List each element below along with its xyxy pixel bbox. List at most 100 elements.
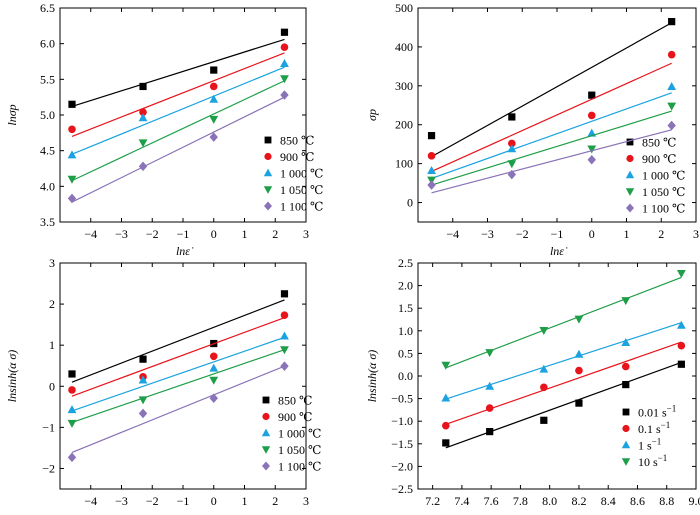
data-point [209, 116, 218, 124]
x-tick-label: −3 [115, 494, 128, 508]
series-4 [441, 270, 685, 370]
data-point [507, 160, 516, 168]
data-point [486, 404, 494, 412]
x-tick-label: −2 [516, 227, 529, 241]
y-tick-label: 400 [395, 40, 413, 54]
fit-line [72, 318, 284, 396]
y-tick-label: 4.0 [40, 179, 55, 193]
data-point [540, 417, 547, 424]
series-3 [68, 59, 289, 158]
x-tick-label: 1 [242, 494, 248, 508]
x-tick-label: 3 [693, 227, 699, 241]
legend-label: 850 ℃ [280, 134, 314, 148]
y-axis-label: σp [365, 109, 379, 121]
data-point [209, 377, 218, 385]
data-point [575, 400, 582, 407]
x-tick-label: 0 [211, 227, 217, 241]
y-tick-label: 300 [395, 79, 413, 93]
y-tick-label: 1 [49, 338, 55, 352]
x-tick-label: 7.2 [425, 494, 440, 508]
y-tick-label: −2.5 [391, 482, 413, 496]
legend-label: 1 050 ℃ [280, 183, 323, 197]
x-tick-label: −4 [446, 227, 459, 241]
x-tick-label: −4 [84, 227, 97, 241]
y-axis-label: lnsinh(α σ) [365, 350, 379, 403]
y-tick-label: 3 [49, 256, 55, 270]
data-point [210, 393, 218, 403]
data-point [442, 422, 450, 430]
data-point [621, 297, 630, 305]
data-point [139, 409, 147, 419]
data-point [280, 332, 289, 340]
fit-line [72, 81, 284, 181]
x-tick-label: 2 [272, 494, 278, 508]
y-tick-label: 0.5 [398, 346, 413, 360]
data-point [281, 290, 288, 297]
data-point [588, 112, 596, 120]
data-point [209, 364, 218, 372]
legend-label-superscript: −1 [667, 404, 677, 414]
y-tick-label: 6.0 [40, 37, 55, 51]
legend-marker [626, 171, 634, 179]
legend-marker [262, 461, 270, 470]
legend-label: 1 000 ℃ [642, 169, 685, 183]
data-point [428, 132, 435, 139]
legend-label: 10 s−1 [638, 453, 667, 469]
y-tick-label: 3.5 [40, 215, 55, 229]
data-point [210, 352, 218, 360]
y-tick-label: −1 [42, 420, 55, 434]
data-point [508, 113, 515, 120]
data-point [139, 83, 146, 90]
data-point [667, 103, 676, 111]
data-point [281, 311, 289, 319]
series-1 [68, 29, 288, 108]
legend-marker [264, 153, 271, 160]
data-point [139, 356, 146, 363]
fit-line [432, 93, 672, 179]
legend-label: 1 050 ℃ [278, 443, 321, 457]
data-point [210, 66, 217, 73]
y-tick-label: −1.0 [391, 414, 413, 428]
data-point [667, 82, 676, 90]
x-tick-label: 7.6 [484, 494, 499, 508]
chart-panel-4: 7.27.47.67.88.08.28.48.68.89.0−2.5−2.0−1… [365, 256, 700, 510]
data-point [281, 43, 289, 51]
data-point [588, 155, 596, 165]
fit-line [446, 323, 682, 399]
x-axis-label: lnε̇ [176, 244, 194, 258]
data-point [68, 420, 77, 428]
data-point [442, 439, 449, 446]
x-tick-label: 8.4 [601, 494, 616, 508]
legend-marker [264, 201, 272, 210]
legend-label: 1 050 ℃ [642, 185, 685, 199]
x-tick-label: −4 [84, 494, 97, 508]
data-point [280, 59, 289, 67]
series-2 [68, 311, 288, 396]
legend-marker [262, 413, 269, 420]
data-point [68, 101, 75, 108]
series-5 [68, 361, 289, 462]
y-tick-label: −1.5 [391, 437, 413, 451]
legend-marker [623, 409, 630, 416]
legend-label: 1 000 ℃ [278, 427, 321, 441]
data-point [677, 321, 686, 329]
data-point [540, 384, 548, 392]
y-tick-label: −2.0 [391, 459, 413, 473]
x-tick-label: −1 [177, 494, 190, 508]
y-tick-label: 2.0 [398, 279, 413, 293]
legend-marker [264, 186, 272, 194]
series-3 [68, 332, 289, 414]
y-tick-label: 4.5 [40, 144, 55, 158]
y-tick-label: 100 [395, 157, 413, 171]
data-point [209, 95, 218, 103]
legend-label-superscript: −1 [661, 420, 671, 430]
legend-label: 850 ℃ [278, 394, 312, 408]
y-tick-label: 1.0 [398, 324, 413, 338]
y-tick-label: −2 [42, 461, 55, 475]
data-point [622, 363, 630, 371]
legend-label: 850 ℃ [642, 136, 676, 150]
legend-label: 900 ℃ [642, 152, 676, 166]
legend-marker [626, 203, 634, 212]
